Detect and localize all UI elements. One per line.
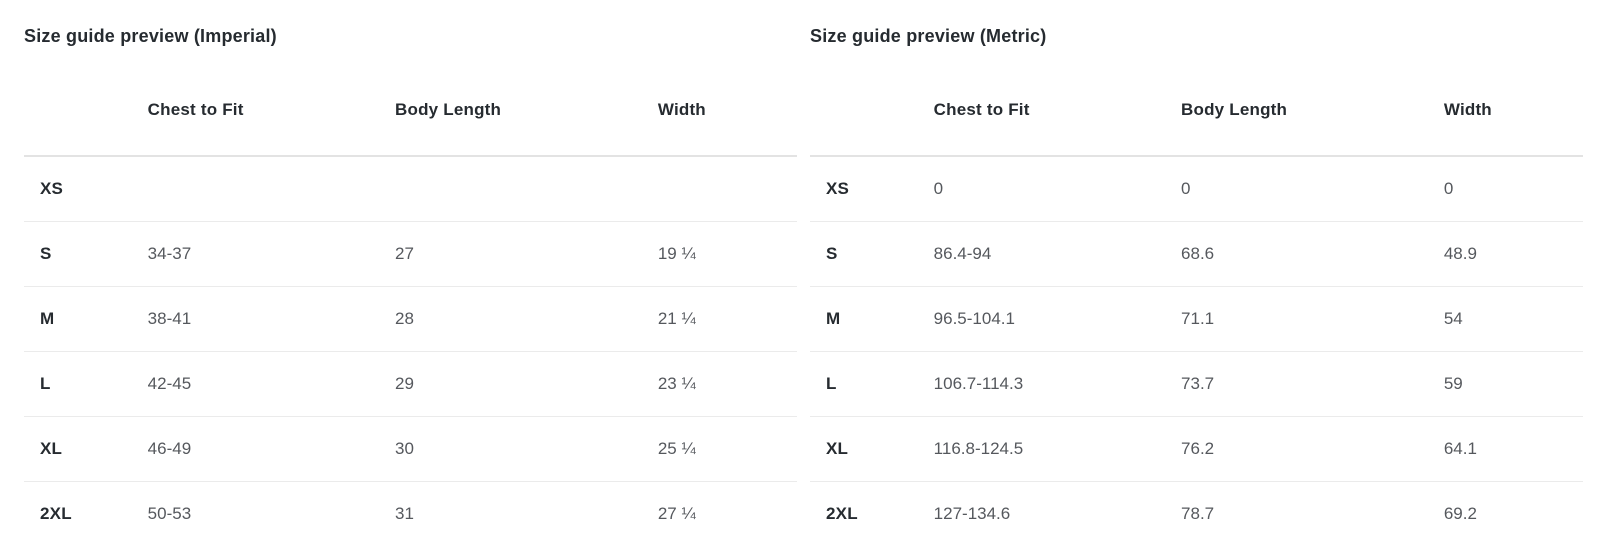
width-cell: 48.9 bbox=[1443, 221, 1583, 287]
table-row: M 38-41 28 21 ¼ bbox=[24, 286, 797, 352]
table-row: 2XL 127-134.6 78.7 69.2 bbox=[810, 481, 1583, 540]
chest-cell: 116.8-124.5 bbox=[933, 416, 1182, 482]
body-length-column-header: Body Length bbox=[395, 73, 658, 157]
table-row: M 96.5-104.1 71.1 54 bbox=[810, 286, 1583, 352]
width-cell bbox=[657, 156, 797, 222]
size-cell: L bbox=[810, 351, 934, 417]
chest-cell: 86.4-94 bbox=[933, 221, 1182, 287]
width-cell: 27 ¼ bbox=[657, 481, 797, 540]
chest-cell: 46-49 bbox=[147, 416, 396, 482]
body-length-cell bbox=[395, 156, 658, 222]
imperial-panel: Size guide preview (Imperial) Chest to F… bbox=[24, 26, 797, 540]
width-cell: 23 ¼ bbox=[657, 351, 797, 417]
body-length-cell: 27 bbox=[395, 221, 658, 287]
table-row: S 86.4-94 68.6 48.9 bbox=[810, 221, 1583, 287]
size-cell: S bbox=[810, 221, 934, 287]
size-cell: XS bbox=[810, 156, 934, 222]
table-row: XL 46-49 30 25 ¼ bbox=[24, 416, 797, 482]
body-length-cell: 76.2 bbox=[1181, 416, 1444, 482]
chest-cell: 96.5-104.1 bbox=[933, 286, 1182, 352]
table-row: XS bbox=[24, 156, 797, 222]
chest-cell: 0 bbox=[933, 156, 1182, 222]
size-cell: 2XL bbox=[24, 481, 148, 540]
width-cell: 0 bbox=[1443, 156, 1583, 222]
table-row: XL 116.8-124.5 76.2 64.1 bbox=[810, 416, 1583, 482]
size-cell: M bbox=[24, 286, 148, 352]
body-length-cell: 29 bbox=[395, 351, 658, 417]
width-cell: 69.2 bbox=[1443, 481, 1583, 540]
size-column-header bbox=[24, 73, 148, 157]
width-column-header: Width bbox=[657, 73, 797, 157]
size-cell: 2XL bbox=[810, 481, 934, 540]
body-length-column-header: Body Length bbox=[1181, 73, 1444, 157]
body-length-cell: 30 bbox=[395, 416, 658, 482]
table-row: L 106.7-114.3 73.7 59 bbox=[810, 351, 1583, 417]
body-length-cell: 78.7 bbox=[1181, 481, 1444, 540]
width-cell: 59 bbox=[1443, 351, 1583, 417]
chest-cell: 106.7-114.3 bbox=[933, 351, 1182, 417]
table-row: 2XL 50-53 31 27 ¼ bbox=[24, 481, 797, 540]
table-row: L 42-45 29 23 ¼ bbox=[24, 351, 797, 417]
body-length-cell: 73.7 bbox=[1181, 351, 1444, 417]
size-cell: XL bbox=[810, 416, 934, 482]
chest-column-header: Chest to Fit bbox=[147, 73, 396, 157]
table-header-row: Chest to Fit Body Length Width bbox=[24, 73, 797, 157]
size-column-header bbox=[810, 73, 934, 157]
table-header-row: Chest to Fit Body Length Width bbox=[810, 73, 1583, 157]
body-length-cell: 68.6 bbox=[1181, 221, 1444, 287]
table-row: XS 0 0 0 bbox=[810, 156, 1583, 222]
size-cell: S bbox=[24, 221, 148, 287]
chest-cell: 42-45 bbox=[147, 351, 396, 417]
metric-size-table: Chest to Fit Body Length Width XS 0 0 0 … bbox=[810, 73, 1583, 540]
width-cell: 64.1 bbox=[1443, 416, 1583, 482]
chest-cell bbox=[147, 156, 396, 222]
chest-cell: 50-53 bbox=[147, 481, 396, 540]
size-cell: L bbox=[24, 351, 148, 417]
table-row: S 34-37 27 19 ¼ bbox=[24, 221, 797, 287]
metric-panel: Size guide preview (Metric) Chest to Fit… bbox=[810, 26, 1583, 540]
body-length-cell: 71.1 bbox=[1181, 286, 1444, 352]
size-cell: XS bbox=[24, 156, 148, 222]
width-cell: 19 ¼ bbox=[657, 221, 797, 287]
chest-column-header: Chest to Fit bbox=[933, 73, 1182, 157]
width-cell: 54 bbox=[1443, 286, 1583, 352]
chest-cell: 34-37 bbox=[147, 221, 396, 287]
width-cell: 21 ¼ bbox=[657, 286, 797, 352]
body-length-cell: 28 bbox=[395, 286, 658, 352]
body-length-cell: 31 bbox=[395, 481, 658, 540]
size-cell: M bbox=[810, 286, 934, 352]
width-column-header: Width bbox=[1443, 73, 1583, 157]
body-length-cell: 0 bbox=[1181, 156, 1444, 222]
width-cell: 25 ¼ bbox=[657, 416, 797, 482]
imperial-size-table: Chest to Fit Body Length Width XS S 34-3… bbox=[24, 73, 797, 540]
chest-cell: 127-134.6 bbox=[933, 481, 1182, 540]
chest-cell: 38-41 bbox=[147, 286, 396, 352]
size-cell: XL bbox=[24, 416, 148, 482]
imperial-panel-title: Size guide preview (Imperial) bbox=[24, 26, 277, 46]
metric-panel-title: Size guide preview (Metric) bbox=[810, 26, 1047, 46]
